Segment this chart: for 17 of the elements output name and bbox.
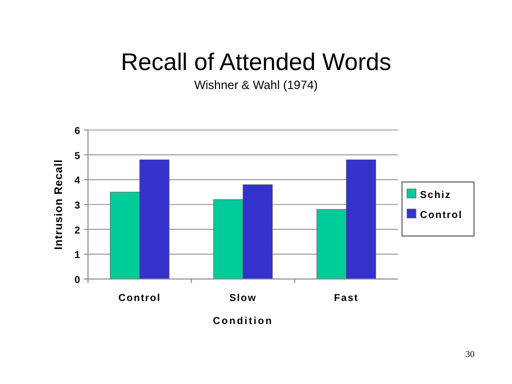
y-tick-label: 2 — [74, 225, 80, 236]
chart-subtitle: Wishner & Wahl (1974) — [194, 78, 318, 92]
x-tick-label: Fast — [334, 293, 359, 304]
y-tick-label: 1 — [74, 250, 80, 262]
x-axis-title: Condition — [212, 316, 274, 327]
y-tick-label: 6 — [74, 126, 80, 137]
y-tick-label: 4 — [74, 176, 80, 187]
y-axis-title: Intrusion Recall — [53, 159, 65, 250]
chart-title: Recall of Attended Words — [120, 49, 392, 76]
legend-label: Schiz — [420, 190, 452, 201]
y-tick-label: 3 — [74, 200, 80, 212]
y-tick-label: 5 — [74, 150, 80, 162]
text: 30 — [466, 349, 475, 359]
y-tick-label: 0 — [74, 275, 80, 286]
x-tick-label: Slow — [229, 293, 257, 304]
x-tick-label: Control — [118, 293, 161, 304]
legend-label: Control — [420, 210, 463, 221]
